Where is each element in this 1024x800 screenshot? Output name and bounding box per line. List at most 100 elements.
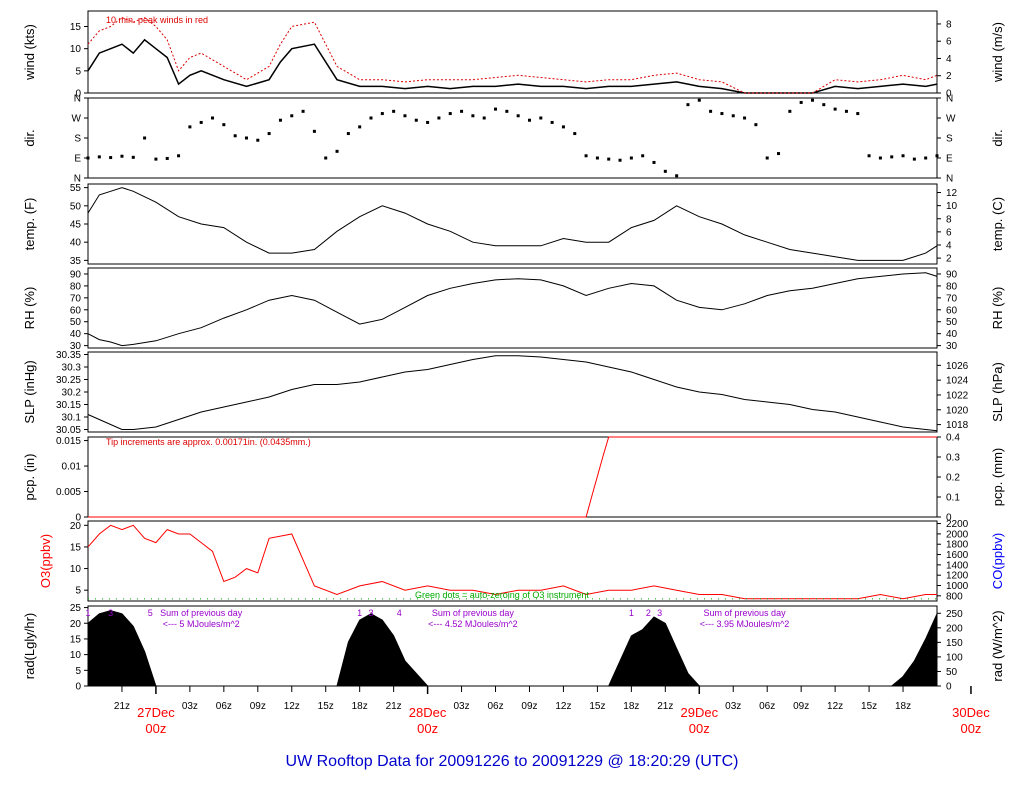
rad-annotation-line1: Sum of previous day bbox=[704, 608, 787, 618]
rad-ytick-label: 15 bbox=[70, 634, 82, 645]
slp-ytick-label: 30.35 bbox=[56, 350, 81, 361]
temp-ytick-label-right: 6 bbox=[946, 227, 952, 238]
dir-point bbox=[754, 123, 758, 127]
day-tick-date: 30Dec bbox=[952, 705, 990, 720]
temp-panel: 35 40 45 50 55 2 4 6 8 10 12 temp. (F) temp. (C) bbox=[22, 183, 1005, 267]
dir-point bbox=[867, 154, 871, 158]
wind-ytick-label-right: 0 bbox=[946, 89, 952, 100]
temp-ytick-label-right: 4 bbox=[946, 240, 952, 251]
dir-point bbox=[799, 100, 803, 104]
rad-ytick-label: 0 bbox=[75, 682, 81, 693]
wind-panel: 0 5 10 15 0 2 4 6 8 wind (kts) wind (m/s) 10 min. p… bbox=[22, 10, 1005, 100]
pcp-ytick-label: 0.015 bbox=[56, 436, 81, 447]
slp-series-line bbox=[87, 355, 938, 432]
rad-ytick-label: 5 bbox=[75, 666, 81, 677]
dir-point bbox=[392, 109, 396, 113]
rh-ytick-label: 70 bbox=[70, 293, 82, 304]
dir-point bbox=[720, 112, 724, 116]
hour-tick-label: 21z bbox=[657, 701, 673, 712]
rad-marker: 3 bbox=[108, 608, 113, 618]
dir-point bbox=[527, 118, 531, 122]
chem-ytick-label-right: 2000 bbox=[946, 529, 969, 540]
rh-ylabel: RH (%) bbox=[22, 287, 37, 330]
dir-point bbox=[844, 109, 848, 113]
temp-ytick-label: 35 bbox=[70, 256, 82, 267]
hour-tick-label: 18z bbox=[623, 701, 639, 712]
rh-ytick-label-right: 80 bbox=[946, 281, 958, 292]
rad-marker: 2 bbox=[646, 608, 651, 618]
dir-point bbox=[324, 156, 328, 160]
rad-annotation-line2: <--- 4.52 MJoules/m^2 bbox=[428, 619, 518, 629]
dir-point bbox=[935, 154, 939, 158]
hour-tick-label: 18z bbox=[895, 701, 911, 712]
dir-ytick-label-right: W bbox=[946, 114, 956, 125]
dir-point bbox=[267, 132, 271, 136]
pcp-ytick-label-right: 0.1 bbox=[946, 493, 960, 504]
rad-marker: 3 bbox=[368, 608, 373, 618]
temp-ylabel: temp. (F) bbox=[22, 198, 37, 251]
hour-tick-label: 06z bbox=[216, 701, 232, 712]
chem-ytick-label: 5 bbox=[75, 586, 81, 597]
dir-point bbox=[233, 134, 237, 138]
rad-ytick-label-right: 150 bbox=[946, 638, 963, 649]
slp-ylabel: SLP (inHg) bbox=[22, 360, 37, 423]
temp-ylabel-right: temp. (C) bbox=[990, 197, 1005, 251]
rad-ytick-label: 20 bbox=[70, 619, 82, 630]
hour-tick-label: 03z bbox=[182, 701, 198, 712]
slp-ytick-label-right: 1018 bbox=[946, 420, 969, 431]
rh-ytick-label-right: 40 bbox=[946, 329, 958, 340]
dir-point bbox=[652, 160, 656, 164]
dir-point bbox=[912, 157, 916, 161]
dir-point bbox=[301, 109, 305, 113]
wind-ytick-label-right: 6 bbox=[946, 37, 952, 48]
pcp-panel: 0 0.005 0.01 0.015 0 0.1 0.2 0.3 0.4 pcp. (in) pcp… bbox=[22, 433, 1005, 524]
dir-point bbox=[595, 156, 599, 160]
dir-point bbox=[856, 112, 860, 116]
dir-point bbox=[358, 125, 362, 129]
rad-ylabel: rad(Lgly/hr) bbox=[22, 613, 37, 679]
slp-ytick-label-right: 1020 bbox=[946, 405, 969, 416]
rad-marker: 1 bbox=[629, 608, 634, 618]
dir-ylabel: dir. bbox=[22, 129, 37, 146]
chem-ytick-label-right: 1600 bbox=[946, 550, 969, 561]
dir-ytick-label: E bbox=[74, 154, 81, 165]
hour-tick-label: 09z bbox=[793, 701, 809, 712]
dir-point bbox=[199, 120, 203, 124]
chem-ytick-label-right: 1400 bbox=[946, 560, 969, 571]
dir-point bbox=[777, 152, 781, 156]
wind-ytick-label: 0 bbox=[75, 89, 81, 100]
chart-title: UW Rooftop Data for 20091226 to 20091229… bbox=[286, 753, 739, 770]
day-tick-hour: 00z bbox=[689, 721, 710, 736]
hour-tick-label: 15z bbox=[861, 701, 877, 712]
dir-point bbox=[550, 120, 554, 124]
wind-ytick-label: 10 bbox=[70, 44, 82, 55]
dir-point bbox=[256, 138, 260, 142]
day-tick-date: 28Dec bbox=[409, 705, 447, 720]
rad-marker: 5 bbox=[148, 608, 153, 618]
dir-point bbox=[516, 114, 520, 118]
dir-point bbox=[403, 114, 407, 118]
chem-ytick-label-right: 2200 bbox=[946, 519, 969, 530]
hour-tick-label: 12z bbox=[827, 701, 843, 712]
rad-ytick-label: 25 bbox=[70, 603, 82, 614]
wind-annotation: 10 min. peak winds in red bbox=[106, 15, 208, 25]
wind-ylabel-right: wind (m/s) bbox=[990, 22, 1005, 83]
hour-tick-label: 03z bbox=[725, 701, 741, 712]
dir-point bbox=[788, 109, 792, 113]
rad-ytick-label-right: 200 bbox=[946, 623, 963, 634]
temp-ytick-label-right: 8 bbox=[946, 214, 952, 225]
rh-series-line bbox=[87, 272, 938, 347]
dir-point bbox=[278, 118, 282, 122]
pcp-annotation: Tip increments are approx. 0.00171in. (0… bbox=[106, 437, 311, 447]
slp-ylabel-right: SLP (hPa) bbox=[990, 362, 1005, 422]
temp-ytick-label-right: 10 bbox=[946, 201, 958, 212]
chem-ytick-label-right: 1200 bbox=[946, 571, 969, 582]
slp-ytick-label-right: 1022 bbox=[946, 390, 969, 401]
hour-tick-label: 06z bbox=[759, 701, 775, 712]
rh-ytick-label: 30 bbox=[70, 341, 82, 352]
slp-ytick-label-right: 1024 bbox=[946, 376, 969, 387]
